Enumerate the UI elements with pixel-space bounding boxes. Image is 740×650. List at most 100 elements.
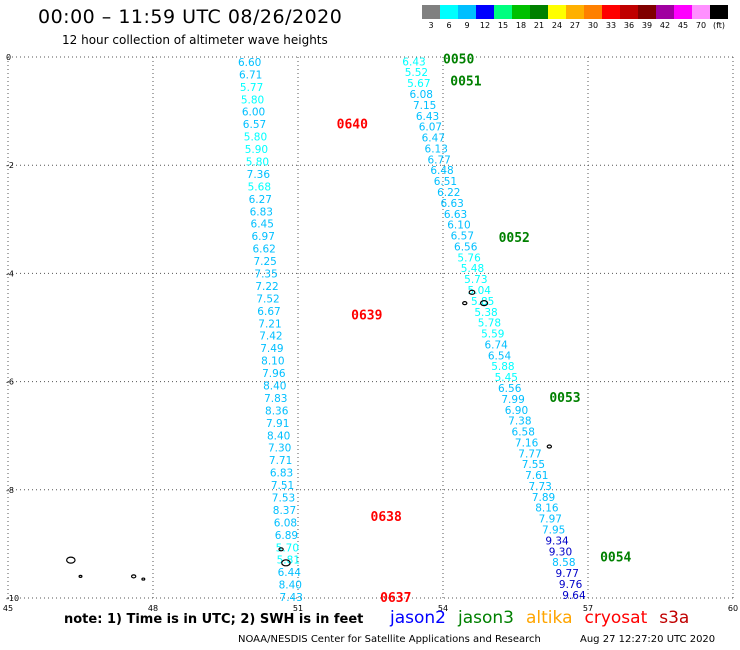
swh-observation: 6.63 <box>440 198 463 210</box>
swh-observation: 6.54 <box>488 350 512 362</box>
pass-number-label: 0052 <box>499 231 530 246</box>
swh-observation: 8.36 <box>265 405 289 417</box>
map-title: 00:00 – 11:59 UTC 08/26/2020 <box>38 6 343 28</box>
colorbar-labels: 3 6 9 12 15 18 21 24 27 30 33 36 39 42 45 70 (ft) <box>422 21 728 33</box>
island-outline <box>278 547 284 552</box>
swh-observation: 6.67 <box>257 306 280 318</box>
colorbar-label: 18 <box>515 21 527 30</box>
legend-entry-jason3: jason3 <box>458 608 514 628</box>
island-outline <box>130 574 137 579</box>
footer-note: note: 1) Time is in UTC; 2) SWH is in fe… <box>64 612 364 627</box>
island-outline <box>479 300 489 307</box>
colorbar-label: 42 <box>659 21 671 30</box>
swh-observation: 5.77 <box>240 82 263 94</box>
pass-number-label: 0054 <box>600 550 631 565</box>
colorbar-swatch <box>602 5 620 19</box>
swh-observation: 6.97 <box>252 231 275 243</box>
colorbar-label: 6 <box>446 21 452 30</box>
lon-tick-label: 57 <box>583 604 593 613</box>
swh-observation: 9.34 <box>545 535 569 547</box>
swh-observation: 6.63 <box>444 209 467 221</box>
island-outline <box>281 559 291 567</box>
swh-observation: 5.80 <box>241 94 264 106</box>
swh-observation: 6.57 <box>451 231 474 243</box>
lon-tick-label: 54 <box>438 604 448 613</box>
swh-observation: 6.83 <box>270 468 293 480</box>
swh-observation: 5.68 <box>248 181 271 193</box>
swh-observation: 7.22 <box>255 281 278 293</box>
colorbar-label: 33 <box>605 21 617 30</box>
swh-observation: 6.58 <box>512 427 535 439</box>
swh-observation: 9.77 <box>556 568 579 580</box>
lon-tick-label: 60 <box>728 604 738 613</box>
swh-observation: 8.40 <box>263 380 286 392</box>
swh-observation: 6.10 <box>447 220 470 232</box>
lat-tick-label: -8 <box>6 486 14 495</box>
island-outline <box>141 577 146 581</box>
swh-observation: 5.80 <box>246 157 269 169</box>
colorbar-swatch <box>548 5 566 19</box>
swh-observation: 7.25 <box>253 256 276 268</box>
lon-tick-label: 45 <box>3 604 13 613</box>
swh-observation: 7.99 <box>501 394 524 406</box>
colorbar-label: 45 <box>677 21 689 30</box>
colorbar-swatch <box>692 5 710 19</box>
colorbar-swatch <box>674 5 692 19</box>
swh-observation: 7.43 <box>280 592 303 604</box>
swh-observation: 9.76 <box>559 579 583 591</box>
colorbar-swatch <box>530 5 548 19</box>
swh-observation: 6.90 <box>505 405 528 417</box>
lat-tick-label: -6 <box>6 378 14 387</box>
swh-observation: 6.74 <box>484 339 508 351</box>
swh-observation: 5.73 <box>464 274 487 286</box>
lat-tick-label: -4 <box>6 269 14 278</box>
colorbar-label: 27 <box>569 21 581 30</box>
swh-observation: 7.96 <box>262 368 286 380</box>
generation-timestamp: Aug 27 12:27:20 UTC 2020 <box>580 634 716 645</box>
swh-observation: 7.77 <box>518 448 541 460</box>
colorbar-swatch <box>566 5 584 19</box>
pass-number-label: 0640 <box>337 118 368 133</box>
swh-observation: 6.08 <box>410 89 433 101</box>
wave-height-colorbar <box>422 5 728 19</box>
swh-observation: 6.89 <box>275 530 298 542</box>
colorbar-swatch <box>422 5 440 19</box>
swh-observation: 6.56 <box>498 383 522 395</box>
swh-observation: 5.48 <box>461 263 484 275</box>
swh-observation: 5.67 <box>407 78 430 90</box>
pass-number-label: 0050 <box>443 53 474 68</box>
island-outline <box>462 301 468 306</box>
swh-observation: 6.77 <box>427 154 450 166</box>
swh-observation: 7.42 <box>259 331 282 343</box>
colorbar-label: 24 <box>551 21 563 30</box>
swh-observation: 6.00 <box>242 107 265 119</box>
swh-observation: 7.38 <box>508 416 531 428</box>
satellite-legend: jason2 jason3 altika cryosat s3a <box>390 608 701 628</box>
colorbar-swatch <box>458 5 476 19</box>
swh-observation: 5.45 <box>495 372 518 384</box>
swh-observation: 7.73 <box>528 481 551 493</box>
swh-observation: 7.16 <box>515 437 539 449</box>
swh-observation: 7.91 <box>266 418 289 430</box>
colorbar-swatch <box>656 5 674 19</box>
swh-observation: 5.85 <box>471 296 494 308</box>
colorbar-swatch <box>638 5 656 19</box>
swh-observation: 6.27 <box>249 194 272 206</box>
swh-observation: 5.88 <box>491 361 514 373</box>
swh-observation: 6.44 <box>278 567 302 579</box>
swh-observation: 6.22 <box>437 187 460 199</box>
swh-observation: 7.30 <box>268 443 291 455</box>
colorbar-swatch <box>476 5 494 19</box>
swh-observation: 8.16 <box>535 503 559 515</box>
lat-tick-label: -10 <box>6 594 19 603</box>
swh-observation: 7.35 <box>254 269 277 281</box>
island-outline <box>546 444 553 449</box>
swh-observation: 7.15 <box>413 100 436 112</box>
colorbar-swatch <box>440 5 458 19</box>
legend-entry-s3a: s3a <box>659 608 690 628</box>
swh-observation: 8.40 <box>267 430 290 442</box>
pass-number-label: 0639 <box>351 309 382 324</box>
swh-observation: 8.58 <box>552 557 575 569</box>
colorbar-label: 21 <box>533 21 545 30</box>
island-outline <box>468 289 476 295</box>
